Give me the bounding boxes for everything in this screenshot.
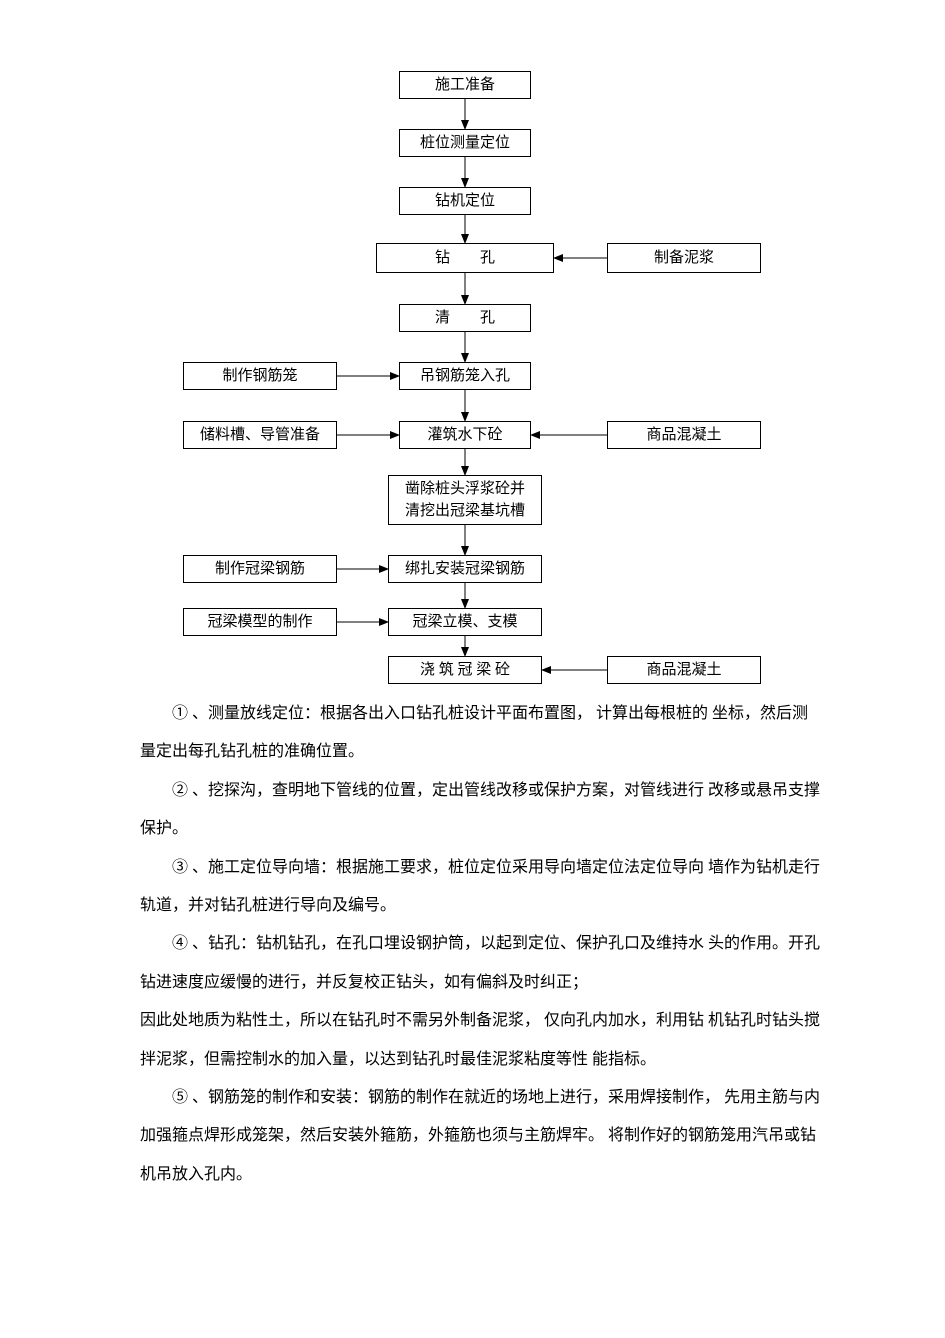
flowchart-container: 施工准备桩位测量定位钻机定位钻 孔清 孔吊钢筋笼入孔灌筑水下砼凿除桩头浮浆砼并 … (0, 0, 945, 680)
flow-node-n8: 凿除桩头浮浆砼并 清挖出冠梁基坑槽 (388, 475, 542, 525)
body-paragraph: 因此处地质为粘性土，所以在钻孔时不需另外制备泥浆， 仅向孔内加水，利用钻 机钻孔… (140, 1002, 820, 1079)
flow-node-s11r: 商品混凝土 (607, 656, 761, 684)
body-paragraph: ④ 、钻孔：钻机钻孔，在孔口埋设钢护筒，以起到定位、保护孔口及维持水 头的作用。… (140, 925, 820, 1002)
flow-node-n3: 钻机定位 (399, 187, 531, 215)
flow-node-s10l: 冠梁模型的制作 (183, 608, 337, 636)
flow-node-n6: 吊钢筋笼入孔 (399, 362, 531, 390)
flow-node-n10: 冠梁立模、支模 (388, 608, 542, 636)
flow-node-n9: 绑扎安装冠梁钢筋 (388, 555, 542, 583)
flow-node-n4: 钻 孔 (376, 243, 554, 273)
body-paragraph: ② 、挖探沟，查明地下管线的位置，定出管线改移或保护方案，对管线进行 改移或悬吊… (140, 772, 820, 849)
flow-node-s9l: 制作冠梁钢筋 (183, 555, 337, 583)
flow-node-n1: 施工准备 (399, 71, 531, 99)
flow-node-s6l: 制作钢筋笼 (183, 362, 337, 390)
body-paragraph: ① 、测量放线定位：根据各出入口钻孔桩设计平面布置图， 计算出每根桩的 坐标，然… (140, 695, 820, 772)
flow-node-n2: 桩位测量定位 (399, 129, 531, 157)
body-paragraph: ⑤ 、钢筋笼的制作和安装：钢筋的制作在就近的场地上进行，采用焊接制作， 先用主筋… (140, 1079, 820, 1194)
flow-node-s7r: 商品混凝土 (607, 421, 761, 449)
body-text: ① 、测量放线定位：根据各出入口钻孔桩设计平面布置图， 计算出每根桩的 坐标，然… (140, 695, 820, 1194)
flow-node-s4: 制备泥浆 (607, 243, 761, 273)
flowchart-svg (0, 0, 945, 690)
body-paragraph: ③ 、施工定位导向墙：根据施工要求，桩位定位采用导向墙定位法定位导向 墙作为钻机… (140, 849, 820, 926)
flow-node-n11: 浇 筑 冠 梁 砼 (388, 656, 542, 684)
flow-node-n5: 清 孔 (399, 304, 531, 332)
flow-node-s7l: 储料槽、导管准备 (183, 421, 337, 449)
flow-node-n7: 灌筑水下砼 (399, 421, 531, 449)
